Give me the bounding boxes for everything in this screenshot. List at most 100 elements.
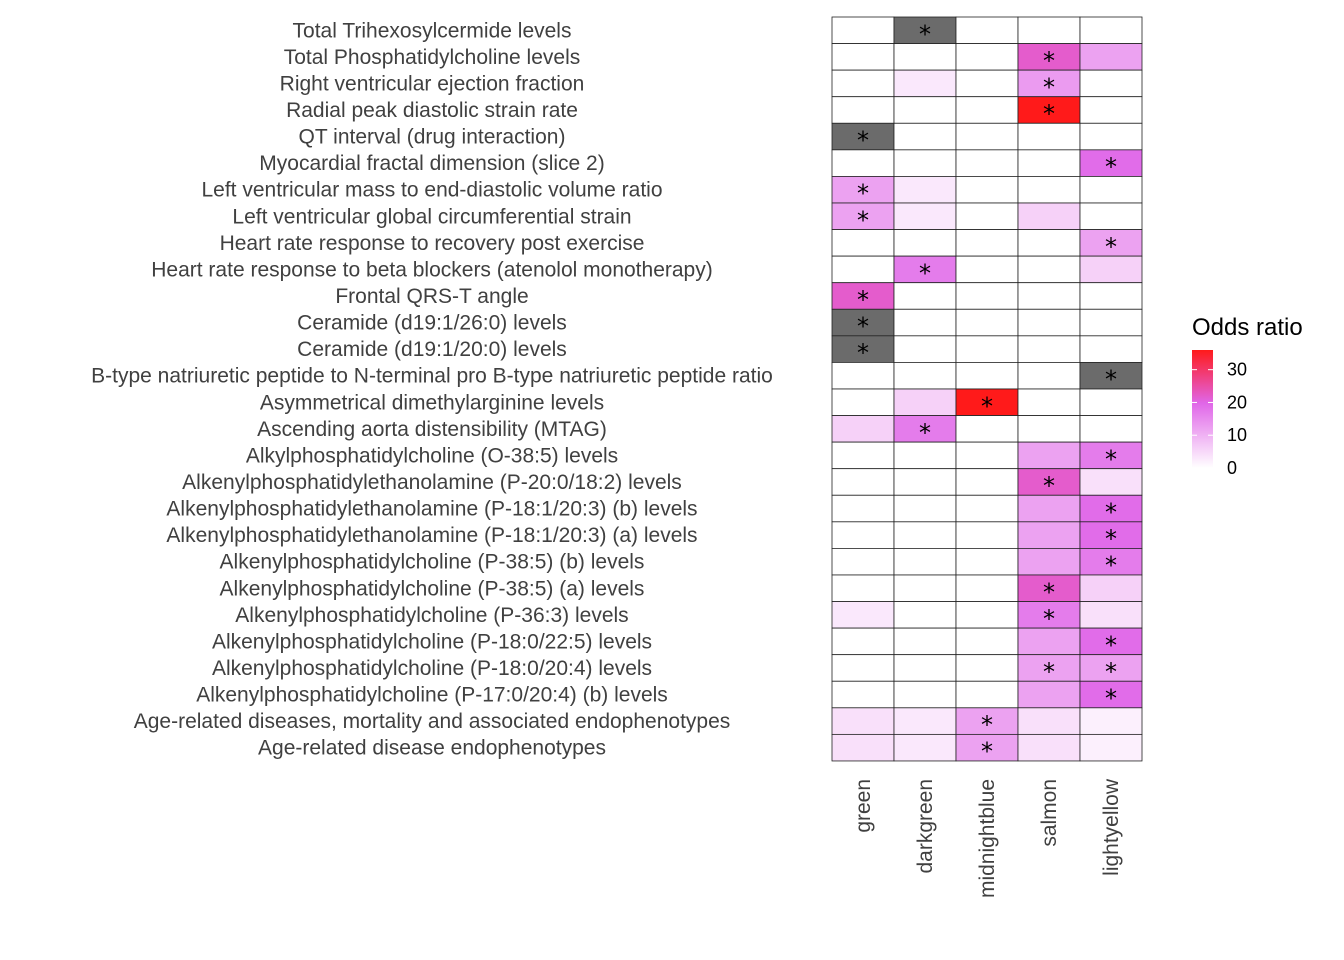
- row-label: Age-related disease endophenotypes: [258, 737, 606, 760]
- heatmap-cell: [955, 680, 1019, 709]
- heatmap-cell: [831, 43, 895, 71]
- heatmap-cell: [1079, 335, 1143, 363]
- heatmap-cell: [955, 388, 1019, 416]
- heatmap-cell: [955, 441, 1019, 470]
- significance-star: *: [1105, 631, 1117, 659]
- heatmap-cell: [831, 16, 895, 44]
- heatmap-cell: [1079, 441, 1143, 470]
- heatmap-cell: [893, 601, 957, 629]
- heatmap-cell: [1017, 16, 1081, 44]
- row-label: Alkenylphosphatidylethanolamine (P-18:1/…: [166, 498, 697, 521]
- heatmap-cell: [1079, 468, 1143, 496]
- heatmap-cell: [1017, 415, 1081, 443]
- heatmap-cell: [1017, 548, 1081, 576]
- significance-star: *: [1043, 73, 1055, 101]
- row-label: Alkylphosphatidylcholine (O-38:5) levels: [246, 444, 618, 467]
- row-labels: Total Trihexosylcermide levels Total Phos…: [91, 19, 773, 759]
- heatmap-cell: [955, 96, 1019, 124]
- heatmap-cell: [893, 16, 957, 44]
- column-label: lightyellow: [1100, 778, 1123, 876]
- heatmap-cell: [831, 415, 895, 443]
- row-label: Asymmetrical dimethylarginine levels: [260, 391, 604, 414]
- heatmap-cell: [955, 122, 1019, 151]
- significance-star: *: [1043, 605, 1055, 633]
- row-label: Total Phosphatidylcholine levels: [284, 46, 581, 69]
- row-label: Ceramide (d19:1/26:0) levels: [297, 312, 567, 335]
- heatmap-cell: [955, 16, 1019, 44]
- heatmap-cell: [831, 494, 895, 523]
- heatmap-cell: [1079, 707, 1143, 735]
- heatmap-cell: [893, 43, 957, 71]
- heatmap-cell: [831, 255, 895, 284]
- heatmap-cell: [1017, 654, 1081, 682]
- heatmap-cell: [893, 362, 957, 390]
- heatmap-cell: [1017, 680, 1081, 709]
- heatmap-cell: [831, 601, 895, 629]
- row-label: Frontal QRS-T angle: [335, 285, 528, 308]
- heatmap-cell: [955, 335, 1019, 363]
- significance-star: *: [1105, 525, 1117, 553]
- heatmap-cell: [893, 282, 957, 310]
- heatmap-cell: [831, 176, 895, 204]
- significance-star: *: [1105, 233, 1117, 261]
- heatmap-cell: [893, 149, 957, 177]
- row-label: Alkenylphosphatidylcholine (P-36:3) leve…: [235, 604, 628, 627]
- legend-title: Odds ratio: [1192, 314, 1303, 341]
- heatmap-cell: [893, 574, 957, 602]
- row-label: Right ventricular ejection fraction: [280, 72, 585, 95]
- heatmap-cell: [1079, 680, 1143, 709]
- heatmap-cell: [1079, 308, 1143, 337]
- heatmap-cell: [893, 202, 957, 230]
- heatmap-cell: [893, 96, 957, 124]
- heatmap-cell: [893, 468, 957, 496]
- heatmap-cell: [1017, 149, 1081, 177]
- legend: Odds ratio 0 10 20 30: [1192, 314, 1303, 478]
- heatmap-cell: [1017, 202, 1081, 230]
- heatmap-cell: [955, 69, 1019, 98]
- significance-star: *: [1105, 658, 1117, 686]
- heatmap-cell: [831, 282, 895, 310]
- heatmap-cell: [1017, 362, 1081, 390]
- significance-star: *: [857, 180, 869, 208]
- heatmap-cell: [831, 574, 895, 602]
- significance-star: *: [1105, 499, 1117, 527]
- row-label: Alkenylphosphatidylcholine (P-38:5) (a) …: [220, 577, 645, 600]
- heatmap-cell: [893, 388, 957, 416]
- heatmap-cell: [831, 627, 895, 656]
- significance-star: *: [857, 313, 869, 341]
- row-label: Total Trihexosylcermide levels: [293, 19, 572, 42]
- significance-star: *: [1043, 578, 1055, 606]
- heatmap-cell: [831, 69, 895, 98]
- significance-star: *: [981, 392, 993, 420]
- heatmap-cell: [831, 96, 895, 124]
- significance-star: *: [1105, 445, 1117, 473]
- heatmap-cell: [955, 601, 1019, 629]
- column-label: midnightblue: [976, 779, 999, 898]
- legend-ticks: 0 10 20 30: [1192, 360, 1247, 478]
- heatmap-cell: [1079, 176, 1143, 204]
- heatmap-cell: [1017, 388, 1081, 416]
- heatmap-cell: [831, 362, 895, 390]
- heatmap-cell: [1017, 441, 1081, 470]
- heatmap-cell: [955, 362, 1019, 390]
- heatmap-cell: [1079, 627, 1143, 656]
- heatmap-cell: [1017, 255, 1081, 284]
- heatmap-cell: [893, 521, 957, 549]
- row-label: Alkenylphosphatidylcholine (P-38:5) (b) …: [220, 551, 645, 574]
- heatmap-cell: [893, 494, 957, 523]
- significance-stars: ************************* ****: [857, 20, 1117, 765]
- heatmap-cell: [1017, 521, 1081, 549]
- significance-star: *: [1043, 472, 1055, 500]
- heatmap-cell: [1017, 707, 1081, 735]
- row-label: Heart rate response to recovery post exe…: [220, 232, 645, 255]
- heatmap-cell: [893, 122, 957, 151]
- heatmap-cell: [1079, 122, 1143, 151]
- heatmap-cell: [955, 308, 1019, 337]
- row-label: Left ventricular global circumferential …: [232, 205, 631, 228]
- heatmap-cell: [955, 654, 1019, 682]
- heatmap-cell: [831, 388, 895, 416]
- heatmap-cell: [955, 202, 1019, 230]
- heatmap-cell: [893, 627, 957, 656]
- heatmap-cell: [1017, 308, 1081, 337]
- significance-star: *: [919, 20, 931, 48]
